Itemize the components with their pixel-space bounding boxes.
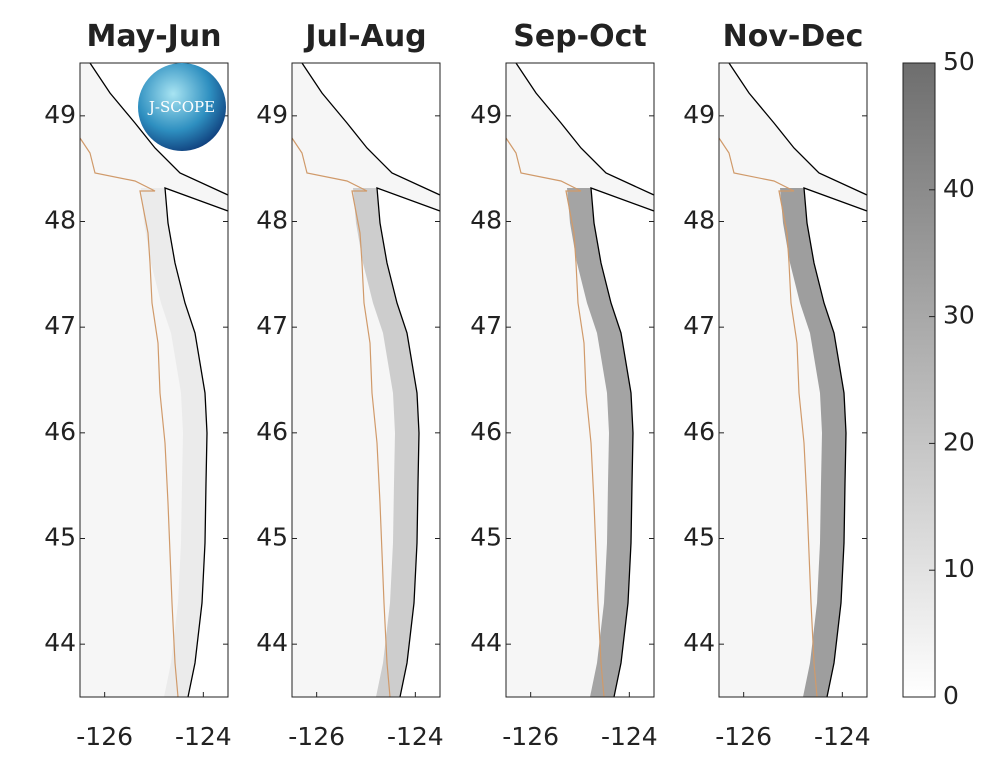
map-panel: Sep-Oct 44 45 46 47 48 49 -126 -124 [470,19,658,751]
panel-title: Jul-Aug [303,19,426,54]
coastline [803,187,868,698]
y-tick-label: 45 [683,523,715,552]
y-tick-label: 47 [256,311,288,340]
isobath [79,137,179,698]
y-tick-label: 48 [256,206,288,235]
coastline [376,187,441,698]
colorbar-tick-label: 40 [943,174,975,203]
isobath [291,137,391,698]
y-tick-label: 44 [470,628,502,657]
colorbar-tick-label: 0 [943,681,959,710]
y-tick-label: 48 [44,206,76,235]
map-panel: May-Jun 44 45 46 47 48 49 -126 -124 [44,19,232,751]
y-tick-label: 46 [683,417,715,446]
x-tick-label: -126 [502,722,559,751]
y-tick-label: 46 [44,417,76,446]
colorbar-tick-label: 20 [943,427,975,456]
panel-frame [79,62,229,698]
x-tick-label: -126 [76,722,133,751]
panel-title: Nov-Dec [723,19,864,54]
y-tick-label: 45 [44,523,76,552]
isobath [718,137,818,698]
coastline [301,62,441,196]
y-tick-label: 44 [256,628,288,657]
x-tick-label: -124 [387,722,444,751]
coastal-shading [353,188,419,697]
y-tick-label: 48 [470,206,502,235]
coastal-shading [780,188,846,697]
coastal-shading [567,188,633,697]
x-tick-label: -124 [814,722,871,751]
x-tick-label: -126 [288,722,345,751]
panel-frame [718,62,868,698]
colorbar [902,62,936,698]
y-tick-label: 47 [470,311,502,340]
logo [138,63,226,151]
colorbar-tick-label: 30 [943,301,975,330]
panel-title: Sep-Oct [513,19,647,54]
map-panel: Nov-Dec 44 45 46 47 48 49 -126 -124 [683,19,871,751]
coastline [164,187,229,698]
y-tick-label: 45 [256,523,288,552]
panel-frame [291,62,441,698]
isobath [505,137,605,698]
y-tick-label: 44 [683,628,715,657]
coastline [89,62,229,196]
panel-title: May-Jun [86,19,221,54]
y-tick-label: 46 [470,417,502,446]
ocean [292,63,440,697]
y-tick-label: 48 [683,206,715,235]
colorbar-tick-label: 50 [943,47,975,76]
colorbar-tick-label: 10 [943,554,975,583]
map-panel: Jul-Aug 44 45 46 47 48 49 -126 -124 [256,19,444,751]
y-tick-label: 49 [470,100,502,129]
ocean [80,63,228,697]
y-tick-label: 49 [683,100,715,129]
y-tick-label: 46 [256,417,288,446]
y-tick-label: 47 [44,311,76,340]
coastline [728,62,868,196]
y-tick-label: 47 [683,311,715,340]
logo-text: J-SCOPE [147,98,215,116]
x-tick-label: -124 [175,722,232,751]
panel-frame [505,62,655,698]
x-tick-label: -124 [601,722,658,751]
x-tick-label: -126 [715,722,772,751]
y-tick-label: 45 [470,523,502,552]
coastal-shading [141,188,207,697]
y-tick-label: 49 [44,100,76,129]
coastline [515,62,655,196]
y-tick-label: 49 [256,100,288,129]
y-tick-label: 44 [44,628,76,657]
coastline [590,187,655,698]
